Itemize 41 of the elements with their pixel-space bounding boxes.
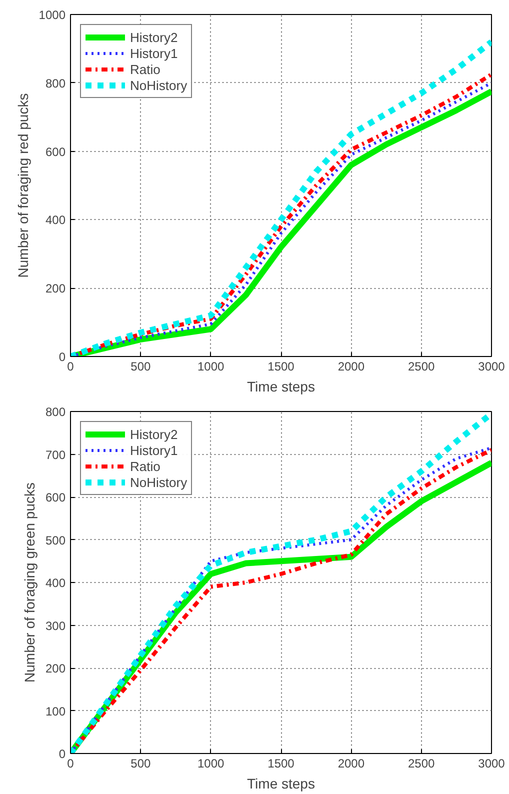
legend-label: NoHistory — [130, 474, 188, 490]
x-tick-label: 1000 — [197, 360, 225, 374]
y-tick-label: 0 — [58, 350, 66, 364]
y-tick-label: 0 — [58, 747, 66, 761]
y-tick-label: 500 — [45, 533, 66, 548]
y-axis-title: Number of foraging red pucks — [14, 93, 31, 278]
x-tick-label: 3000 — [478, 756, 506, 770]
y-tick-label: 1000 — [38, 8, 66, 22]
legend-label: NoHistory — [130, 77, 188, 93]
y-tick-label: 400 — [45, 213, 66, 228]
y-tick-label: 400 — [45, 576, 66, 590]
y-tick-label: 800 — [45, 76, 66, 90]
x-tick-label: 1000 — [197, 756, 225, 770]
x-tick-label: 2000 — [338, 360, 365, 374]
y-tick-label: 600 — [45, 144, 66, 159]
y-tick-label: 300 — [45, 618, 66, 633]
x-tick-label: 2500 — [408, 360, 436, 374]
x-tick-label: 500 — [130, 756, 152, 770]
x-tick-label: 3000 — [478, 360, 506, 374]
y-tick-label: 700 — [45, 448, 66, 462]
x-tick-label: 0 — [67, 360, 74, 374]
legend-label: Ratio — [130, 61, 160, 77]
legend-label: History2 — [130, 426, 178, 442]
x-tick-label: 2500 — [408, 756, 436, 770]
x-axis-title: Time steps — [247, 776, 315, 792]
x-tick-label: 500 — [130, 360, 152, 374]
y-tick-label: 800 — [45, 405, 66, 419]
legend-label: History1 — [130, 45, 178, 61]
legend-label: History2 — [130, 29, 178, 45]
y-tick-label: 100 — [45, 704, 66, 718]
y-tick-label: 600 — [45, 490, 66, 504]
legend-label: History1 — [130, 442, 178, 458]
x-tick-label: 2000 — [338, 756, 365, 770]
x-tick-label: 0 — [67, 756, 74, 770]
y-tick-label: 200 — [45, 282, 66, 296]
x-tick-label: 1500 — [268, 756, 295, 770]
y-axis-title: Number of foraging green pucks — [21, 482, 38, 682]
legend-label: Ratio — [130, 458, 160, 474]
x-tick-label: 1500 — [268, 360, 295, 374]
x-axis-title: Time steps — [247, 378, 315, 394]
y-tick-label: 200 — [45, 662, 66, 676]
